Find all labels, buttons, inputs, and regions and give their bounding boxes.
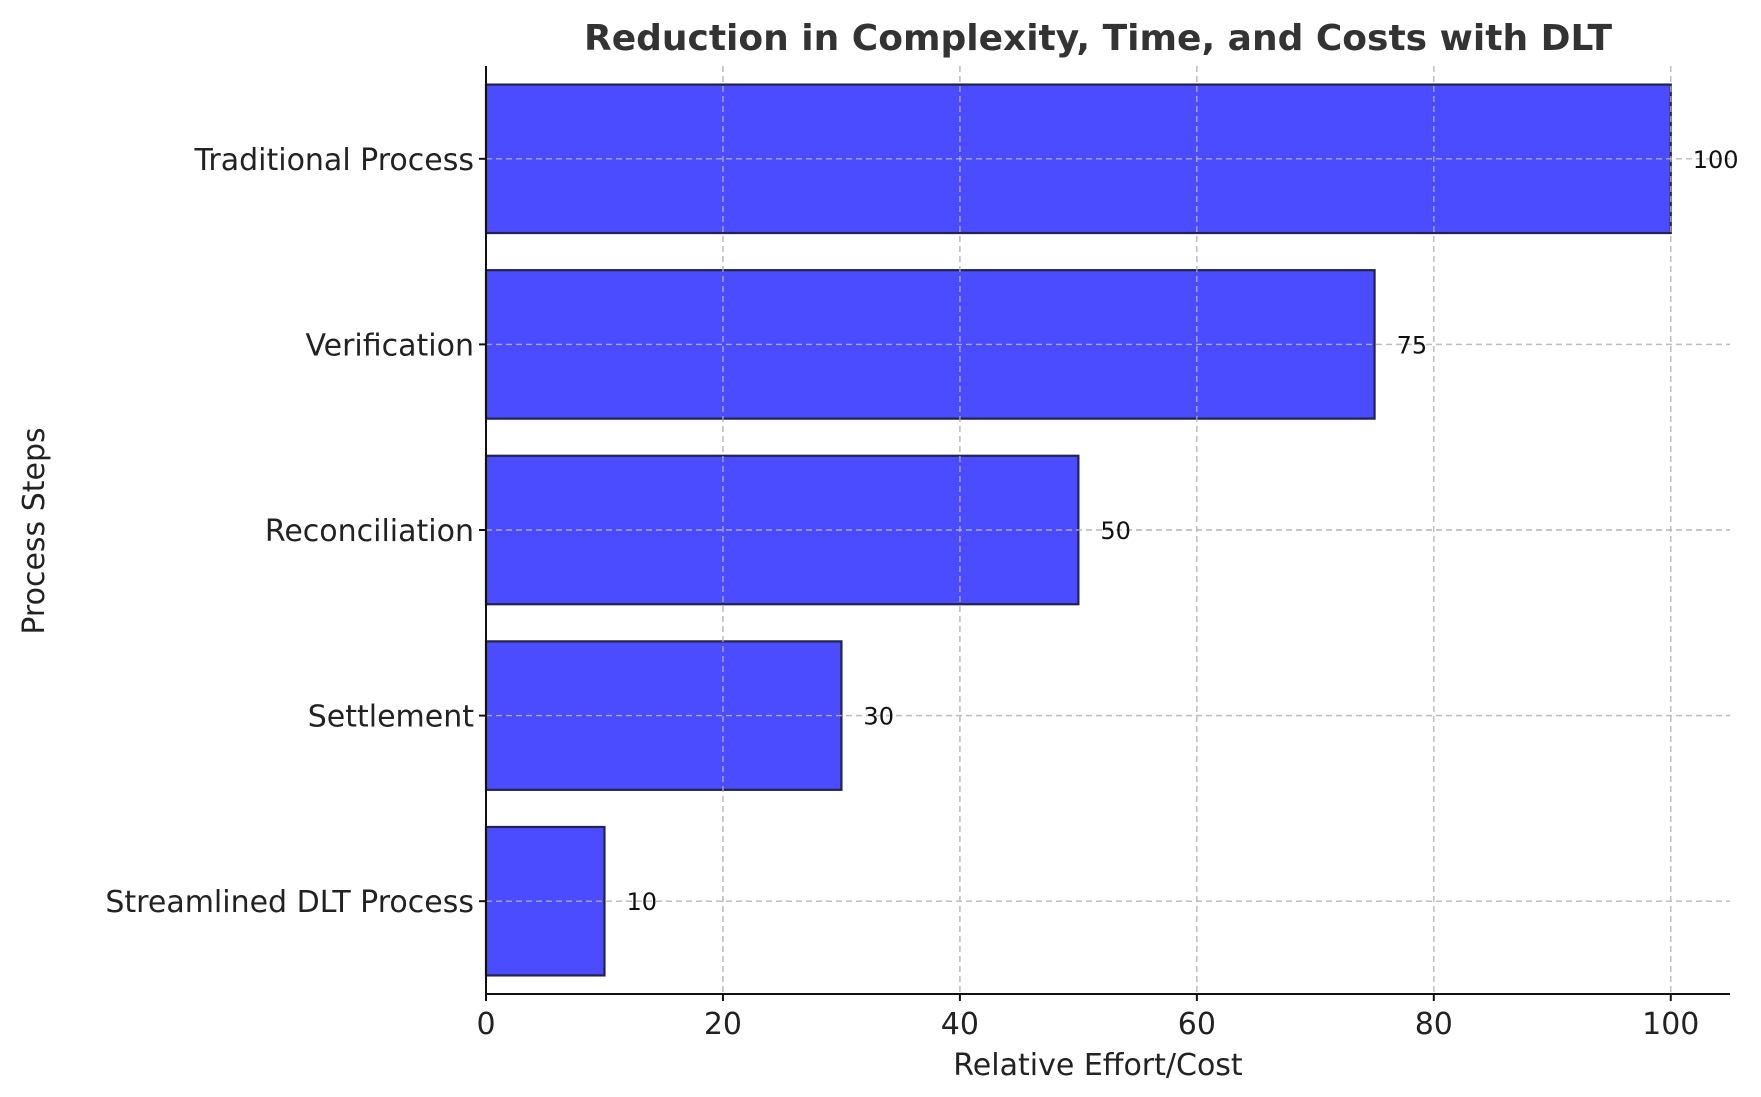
data-label: 50 [1100,517,1131,545]
data-label: 10 [626,888,657,916]
labels-layer: 0 20 40 60 80 100 Traditional Process Verificat… [105,143,1738,1042]
y-axis-label: Process Steps [17,427,52,634]
x-tick-label: 60 [1178,1007,1216,1042]
y-tick-label: Reconciliation [265,514,474,549]
y-tick-label: Verification [305,328,474,363]
y-tick-label: Streamlined DLT Process [105,885,474,920]
x-tick-label: 80 [1415,1007,1453,1042]
bars-layer [484,66,1730,994]
data-label: 30 [863,703,894,731]
data-label: 75 [1397,331,1428,359]
y-tick-label: Traditional Process [193,143,474,178]
bar [484,825,606,977]
x-axis-label: Relative Effort/Cost [953,1048,1243,1083]
x-tick-label: 40 [941,1007,979,1042]
x-tick-label: 20 [704,1007,742,1042]
axes-layer [479,66,1730,1001]
chart-title: Reduction in Complexity, Time, and Costs… [584,18,1613,59]
bar [484,640,843,791]
y-tick-label: Settlement [308,700,475,735]
x-tick-label: 0 [476,1007,495,1042]
x-tick-label: 100 [1642,1007,1699,1042]
data-label: 100 [1693,146,1739,174]
